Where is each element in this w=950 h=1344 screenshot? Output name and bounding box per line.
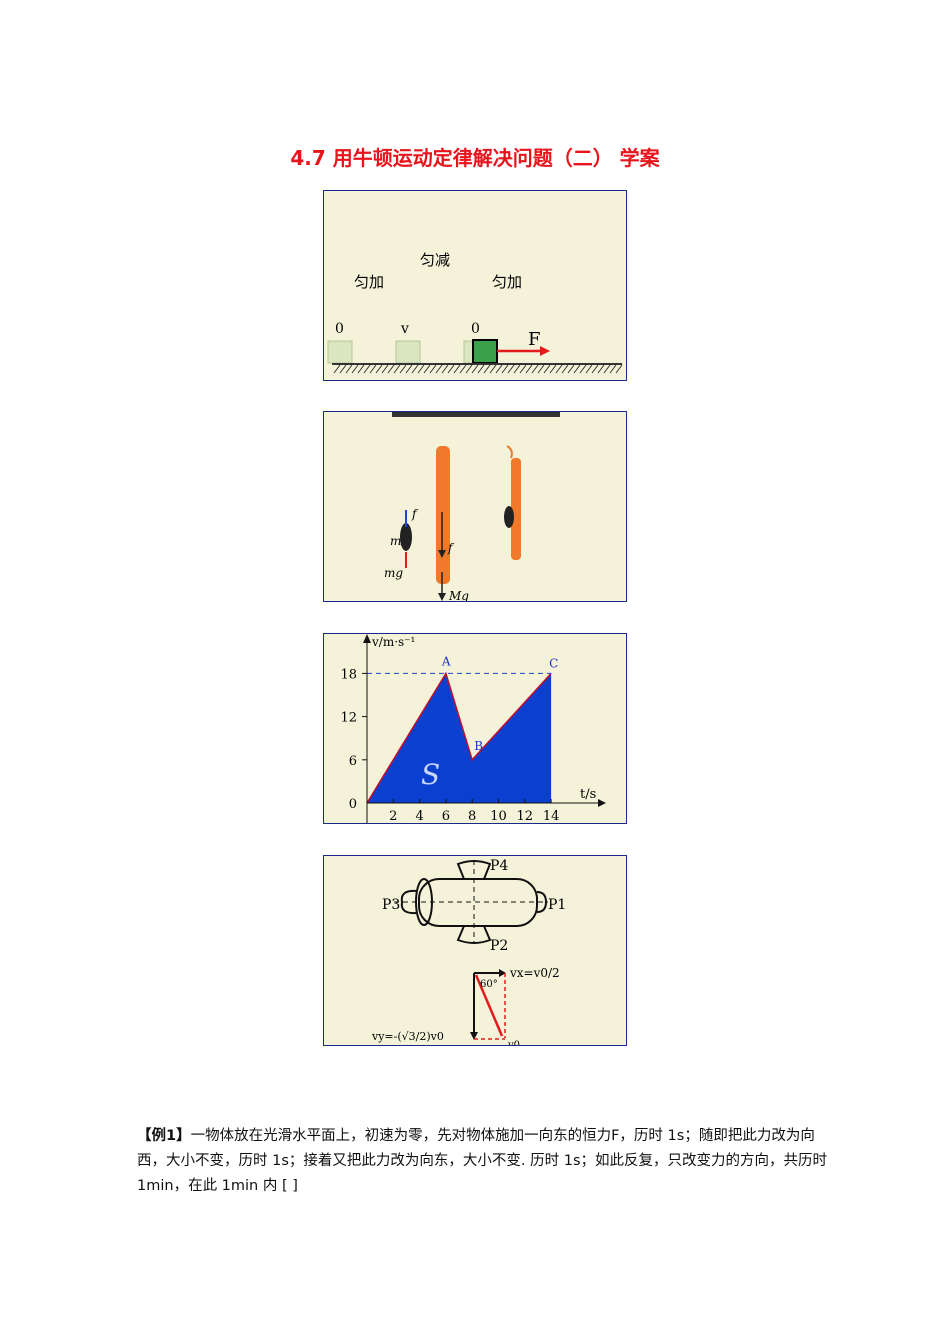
- example-1: 【例1】一物体放在光滑水平面上，初速为零，先对物体施加一向东的恒力F，历时 1s…: [137, 1124, 827, 1199]
- cylinder: [418, 878, 538, 927]
- x-tick-label: 12: [517, 809, 534, 823]
- p3-label: P3: [382, 897, 400, 913]
- mass-label: m: [390, 534, 401, 548]
- x-axis-label: t/s: [580, 787, 596, 802]
- vx-label: vx=v0/2: [509, 966, 560, 980]
- page-title: 4.7 用牛顿运动定律解决问题（二） 学案: [290, 146, 660, 170]
- speed-zero-2: 0: [471, 321, 480, 337]
- label-left: 匀加: [354, 273, 384, 291]
- area-label: S: [421, 758, 440, 791]
- p2-label: P2: [490, 938, 508, 954]
- x-tick-label: 6: [442, 809, 450, 823]
- v0-vector: [474, 974, 504, 1037]
- example-text: 一物体放在光滑水平面上，初速为零，先对物体施加一向东的恒力F，历时 1s；随即把…: [137, 1128, 827, 1194]
- x-tick-label: 14: [543, 809, 560, 823]
- cat-right: [504, 506, 514, 528]
- speed-v: v: [400, 321, 409, 337]
- p4-label: P4: [490, 858, 508, 874]
- y-axis-label: v/m·s⁻¹: [371, 635, 415, 649]
- cat-left: [400, 523, 412, 551]
- y-axis-arrow: [363, 634, 371, 643]
- x-tick-label: 4: [415, 809, 423, 823]
- area-fill: [367, 673, 552, 803]
- friction-up-label: f: [411, 507, 419, 521]
- point-label-A: A: [441, 654, 451, 668]
- point-label-C: C: [549, 656, 558, 670]
- friction-down-label: f: [447, 541, 455, 555]
- figure-cylinder-velocity: P4 P1 P3 P2 60° vx=v0/2 vy=-(√3/2)v0 v0: [323, 855, 627, 1046]
- label-right: 匀加: [492, 273, 522, 291]
- example-label: 【例1】: [137, 1128, 191, 1144]
- y-tick-label: 0: [349, 797, 357, 812]
- figure-pole-cat: f m mg f Mg: [323, 411, 627, 602]
- y-tick-label: 18: [340, 667, 357, 682]
- mg-label: mg: [384, 566, 403, 580]
- y-tick-label: 6: [349, 754, 357, 769]
- ceiling: [392, 412, 560, 417]
- y-tick-label: 12: [340, 711, 357, 726]
- label-mid: 匀减: [420, 251, 450, 269]
- x-tick-label: 8: [468, 809, 476, 823]
- speed-zero-1: 0: [335, 321, 344, 337]
- pole-left: [436, 446, 450, 584]
- x-tick-label: 2: [389, 809, 397, 823]
- pole-right: [511, 458, 521, 560]
- figure-block-motion: 匀加 匀减 匀加 0 v 0 F: [323, 190, 627, 381]
- Mg-label: Mg: [448, 589, 469, 601]
- block-3: [472, 339, 498, 364]
- block-2: [395, 340, 421, 364]
- angle-label: 60°: [480, 979, 498, 990]
- block-1: [327, 340, 353, 364]
- p1-label: P1: [548, 897, 566, 913]
- point-label-B: B: [474, 739, 483, 753]
- vy-label: vy=-(√3/2)v0: [371, 1030, 444, 1043]
- v0-label: v0: [507, 1040, 520, 1045]
- force-label: F: [528, 329, 541, 350]
- series-line: [366, 671, 552, 804]
- x-tick-label: 10: [490, 809, 507, 823]
- x-axis-arrow: [598, 799, 606, 807]
